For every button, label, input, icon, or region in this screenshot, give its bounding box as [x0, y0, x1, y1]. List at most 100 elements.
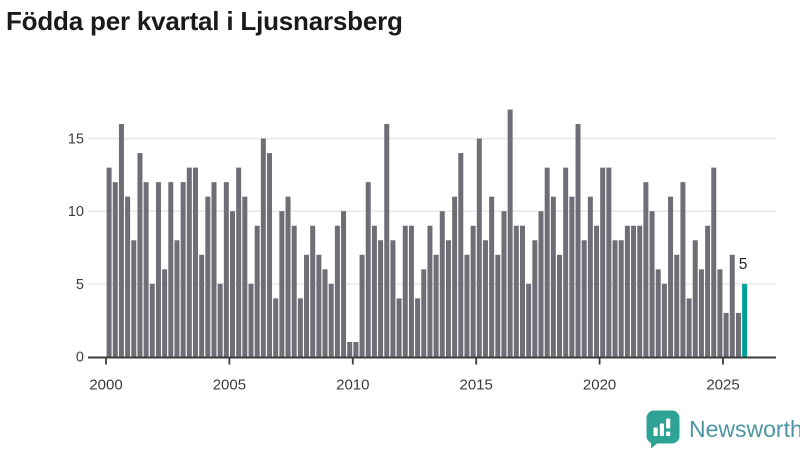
bar — [106, 167, 112, 357]
bar — [316, 254, 322, 357]
bar — [674, 254, 680, 357]
bar — [668, 196, 674, 357]
bar — [581, 240, 587, 357]
bar — [742, 283, 748, 357]
bar — [557, 254, 563, 357]
bar — [698, 269, 704, 357]
bar — [569, 196, 575, 357]
bar — [489, 196, 495, 357]
bar — [402, 225, 408, 357]
y-axis-tick-label: 0 — [76, 350, 84, 366]
bar — [297, 298, 303, 357]
y-axis-tick-label: 10 — [68, 204, 84, 220]
bar — [717, 269, 723, 357]
bar — [550, 196, 556, 357]
x-axis-tick-label: 2000 — [89, 377, 122, 394]
newsworthy-logo-icon — [646, 410, 680, 455]
bar — [125, 196, 131, 357]
bar — [131, 240, 137, 357]
bar — [371, 225, 377, 357]
bar — [655, 269, 661, 357]
bar — [624, 225, 630, 357]
bar — [680, 182, 686, 357]
bar — [168, 182, 174, 357]
bar — [273, 298, 279, 357]
bar — [396, 298, 402, 357]
bar — [544, 167, 550, 357]
bar — [408, 225, 414, 357]
page-title: Födda per kvartal i Ljusnarsberg — [6, 6, 403, 36]
bar — [445, 240, 451, 357]
bar — [612, 240, 618, 357]
bar — [532, 240, 538, 357]
newsworthy-logo-link[interactable]: Newsworthy — [646, 410, 800, 455]
bar — [267, 153, 273, 357]
bar — [199, 254, 205, 357]
bar — [415, 298, 421, 357]
bar — [519, 225, 525, 357]
bar — [236, 167, 242, 357]
bar — [285, 196, 291, 357]
bar — [495, 254, 501, 357]
newsworthy-brand-text: Newsworthy — [689, 416, 800, 442]
bar — [464, 254, 470, 357]
bar — [291, 225, 297, 357]
bar — [390, 240, 396, 357]
bar — [186, 167, 192, 357]
bar — [433, 254, 439, 357]
bar — [705, 225, 711, 357]
bar — [618, 240, 624, 357]
bar — [118, 124, 124, 357]
bar-chart-canvas: 0 5 10 15 2000 2005 2010 2015 2020 2025 5 — [68, 109, 776, 394]
bar — [692, 240, 698, 357]
bar — [174, 240, 180, 357]
bar — [513, 225, 519, 357]
bar — [526, 283, 532, 357]
bar — [507, 109, 513, 357]
bar — [427, 225, 433, 357]
bar — [482, 240, 488, 357]
bar — [458, 153, 464, 357]
bar — [439, 211, 445, 357]
latest-bar-value-label: 5 — [739, 256, 748, 273]
bar — [476, 138, 482, 357]
x-axis-tick-label: 2010 — [336, 377, 369, 394]
bar — [649, 211, 655, 357]
bar — [205, 196, 211, 357]
bar — [347, 341, 353, 357]
bar — [378, 240, 384, 357]
bar — [729, 254, 735, 357]
bar — [341, 211, 347, 357]
bar — [112, 182, 118, 357]
bar — [723, 312, 729, 357]
bar — [248, 283, 254, 357]
bar — [260, 138, 266, 357]
bar — [304, 254, 310, 357]
bar — [631, 225, 637, 357]
bar — [365, 182, 371, 357]
bar — [149, 283, 155, 357]
bar — [594, 225, 600, 357]
bar — [254, 225, 260, 357]
x-axis-tick-label: 2020 — [583, 377, 616, 394]
bar — [211, 182, 217, 357]
bar — [563, 167, 569, 357]
bar — [452, 196, 458, 357]
bar — [600, 167, 606, 357]
bar — [606, 167, 612, 357]
bar — [661, 283, 667, 357]
bar — [637, 225, 643, 357]
bar — [155, 182, 161, 357]
bar — [242, 196, 248, 357]
bar — [587, 196, 593, 357]
bar — [470, 225, 476, 357]
bar — [192, 167, 198, 357]
bar — [310, 225, 316, 357]
bar — [643, 182, 649, 357]
bar — [686, 298, 692, 357]
bar — [735, 312, 741, 357]
y-axis-tick-label: 5 — [76, 277, 84, 293]
bar — [334, 225, 340, 357]
x-axis-tick-label: 2005 — [213, 377, 246, 394]
bar — [137, 153, 143, 357]
